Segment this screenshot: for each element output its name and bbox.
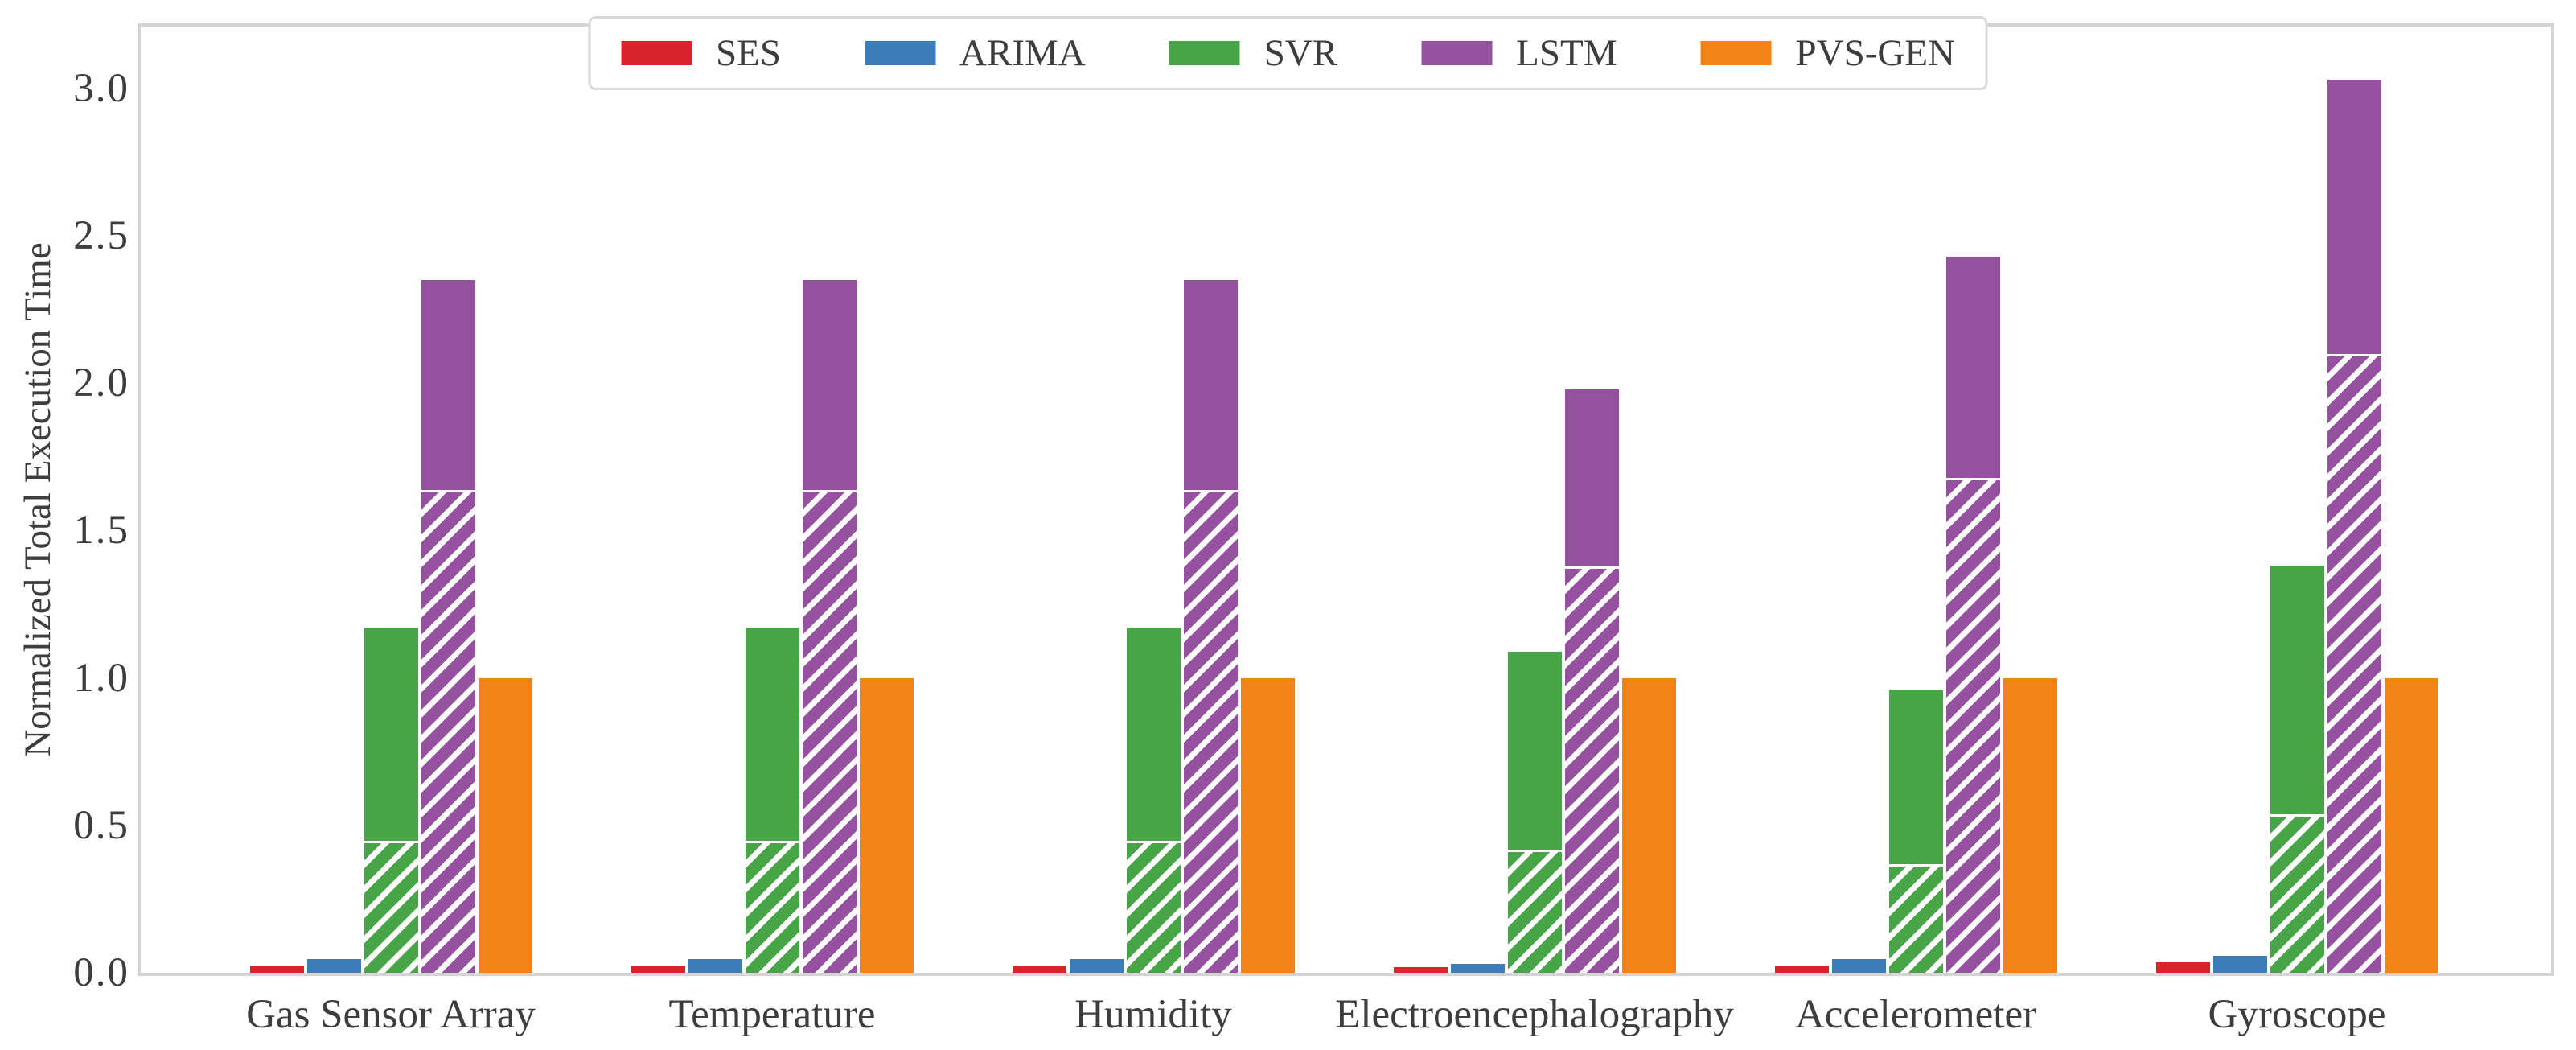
legend-swatch-lstm [1421,41,1493,65]
bar-solid-segment [364,628,418,843]
legend: SES ARIMA SVR LSTM PVS-GEN [588,16,1988,90]
bar-solid-segment [2327,80,2381,356]
bar-hatched-segment [2327,356,2381,973]
bar-hatched-segment [1184,492,1238,973]
bar-solid-segment [746,628,799,843]
bar-pvs-gen-humidity [1241,678,1295,973]
bar-ses-electroencephalography [1394,967,1448,973]
x-tick-label-gas-sensor-array: Gas Sensor Array [246,992,536,1037]
bar-hatched-segment [1946,480,2000,973]
bar-hatched-segment [421,492,475,973]
x-tick-label-gyroscope: Gyroscope [2208,992,2386,1037]
bar-pvs-gen-accelerometer [2003,678,2057,973]
bar-solid-segment [2270,566,2324,817]
bar-lstm-accelerometer [1946,257,2000,973]
legend-label-ses: SES [716,32,782,74]
bar-hatched-segment [746,843,799,973]
bar-pvs-gen-gyroscope [2385,678,2438,973]
y-tick-label-3-0: 3.0 [73,65,129,111]
y-tick-label-0-0: 0.0 [73,950,129,995]
bar-arima-humidity [1070,959,1124,973]
bar-hatched-segment [1889,867,1943,973]
bar-pvs-gen-gas-sensor-array [479,678,532,973]
bar-hatched-segment [1508,852,1562,973]
legend-item-svr: SVR [1169,31,1337,75]
legend-swatch-svr [1169,41,1240,65]
bar-solid-segment [1946,257,2000,480]
x-tick-label-electroencephalography: Electroencephalography [1335,992,1734,1037]
bar-arima-electroencephalography [1451,964,1505,973]
legend-swatch-ses [621,41,692,65]
y-tick-label-1-0: 1.0 [73,655,129,701]
bar-ses-humidity [1013,966,1066,973]
bar-hatched-segment [1565,569,1619,973]
bar-solid-segment [1184,280,1238,492]
bar-svr-accelerometer [1889,690,1943,973]
bar-solid-segment [1889,690,1943,867]
bar-solid-segment [803,280,857,492]
bar-svr-gas-sensor-array [364,628,418,973]
bar-lstm-gyroscope [2327,80,2381,973]
bar-svr-gyroscope [2270,566,2324,973]
bar-hatched-segment [803,492,857,973]
bar-hatched-segment [2270,817,2324,973]
y-tick-label-1-5: 1.5 [73,508,129,554]
bar-ses-temperature [631,966,685,973]
bar-ses-accelerometer [1775,966,1829,973]
legend-label-lstm: LSTM [1516,32,1617,74]
bar-arima-gas-sensor-array [307,959,361,973]
legend-label-pvs-gen: PVS-GEN [1795,32,1955,74]
bar-lstm-electroencephalography [1565,389,1619,973]
legend-item-ses: SES [621,31,781,75]
y-tick-label-2-5: 2.5 [73,213,129,259]
legend-swatch-pvs-gen [1700,41,1772,65]
bar-svr-electroencephalography [1508,652,1562,973]
bar-solid-segment [421,280,475,492]
legend-item-lstm: LSTM [1421,31,1617,75]
bar-ses-gyroscope [2156,962,2210,973]
bar-svr-temperature [746,628,799,973]
legend-item-arima: ARIMA [865,31,1086,75]
legend-item-pvs-gen: PVS-GEN [1700,31,1955,75]
y-tick-label-2-0: 2.0 [73,360,129,406]
legend-label-arima: ARIMA [959,32,1086,74]
x-tick-label-temperature: Temperature [668,992,876,1037]
bar-hatched-segment [1127,843,1181,973]
bar-lstm-gas-sensor-array [421,280,475,973]
x-tick-label-humidity: Humidity [1074,992,1232,1037]
y-axis-label: Normalized Total Execution Time [17,242,59,757]
bar-solid-segment [1127,628,1181,843]
x-tick-label-accelerometer: Accelerometer [1794,992,2037,1037]
bar-hatched-segment [364,843,418,973]
bar-lstm-humidity [1184,280,1238,973]
bar-pvs-gen-temperature [860,678,914,973]
legend-swatch-arima [865,41,936,65]
bar-svr-humidity [1127,628,1181,973]
bar-ses-gas-sensor-array [250,966,304,973]
y-tick-label-0-5: 0.5 [73,802,129,848]
bar-solid-segment [1508,652,1562,852]
legend-label-svr: SVR [1263,32,1338,74]
bar-arima-accelerometer [1832,959,1886,973]
bar-arima-gyroscope [2213,956,2267,973]
bar-pvs-gen-electroencephalography [1622,678,1676,973]
bar-arima-temperature [688,959,742,973]
bar-solid-segment [1565,389,1619,569]
plot-area [138,23,2554,976]
bar-lstm-temperature [803,280,857,973]
